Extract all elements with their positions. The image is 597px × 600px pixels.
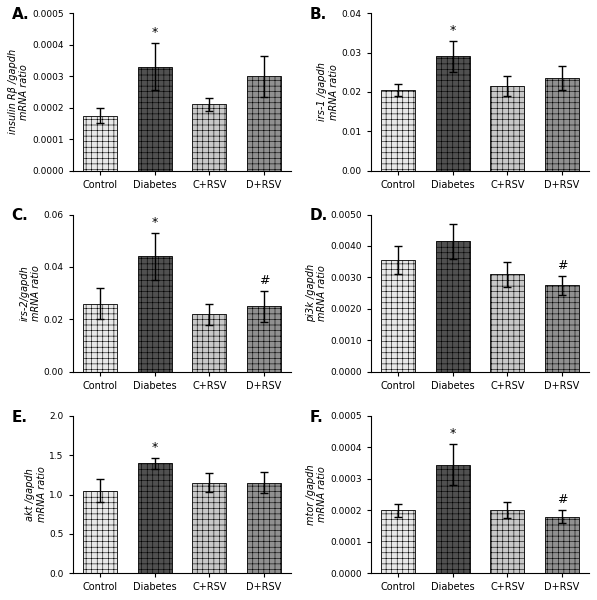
Bar bbox=[490, 274, 524, 372]
Text: #: # bbox=[556, 493, 567, 506]
Y-axis label: pi3k /gapdh
mRNA ratio: pi3k /gapdh mRNA ratio bbox=[306, 264, 327, 322]
Text: D.: D. bbox=[310, 208, 328, 223]
Bar bbox=[83, 116, 117, 170]
Text: F.: F. bbox=[310, 410, 324, 425]
Text: *: * bbox=[450, 24, 456, 37]
Y-axis label: irs-2/gapdh
mRNA ratio: irs-2/gapdh mRNA ratio bbox=[19, 265, 41, 321]
Text: *: * bbox=[152, 26, 158, 39]
Bar bbox=[490, 86, 524, 170]
Bar bbox=[138, 463, 171, 573]
Y-axis label: mtor /gapdh
mRNA ratio: mtor /gapdh mRNA ratio bbox=[306, 464, 327, 525]
Text: *: * bbox=[152, 216, 158, 229]
Bar bbox=[381, 510, 415, 573]
Text: *: * bbox=[450, 427, 456, 440]
Bar bbox=[436, 56, 470, 170]
Bar bbox=[192, 314, 226, 372]
Bar bbox=[192, 482, 226, 573]
Bar bbox=[192, 104, 226, 170]
Text: #: # bbox=[556, 259, 567, 272]
Bar bbox=[138, 67, 171, 170]
Bar bbox=[247, 76, 281, 170]
Bar bbox=[381, 260, 415, 372]
Text: E.: E. bbox=[12, 410, 27, 425]
Bar bbox=[83, 491, 117, 573]
Y-axis label: insulin Rβ /gapdh
mRNA ratio: insulin Rβ /gapdh mRNA ratio bbox=[8, 49, 29, 134]
Bar bbox=[436, 464, 470, 573]
Text: C.: C. bbox=[12, 208, 29, 223]
Text: B.: B. bbox=[310, 7, 327, 22]
Bar bbox=[436, 241, 470, 372]
Text: #: # bbox=[259, 274, 269, 287]
Bar bbox=[545, 286, 579, 372]
Bar bbox=[490, 510, 524, 573]
Y-axis label: akt /gapdh
mRNA ratio: akt /gapdh mRNA ratio bbox=[25, 467, 47, 523]
Text: A.: A. bbox=[12, 7, 29, 22]
Bar bbox=[83, 304, 117, 372]
Bar bbox=[381, 90, 415, 170]
Y-axis label: irs-1 /gapdh
mRNA ratio: irs-1 /gapdh mRNA ratio bbox=[317, 62, 339, 121]
Bar bbox=[138, 256, 171, 372]
Text: *: * bbox=[152, 440, 158, 454]
Bar bbox=[247, 307, 281, 372]
Bar bbox=[247, 482, 281, 573]
Bar bbox=[545, 78, 579, 170]
Bar bbox=[545, 517, 579, 573]
